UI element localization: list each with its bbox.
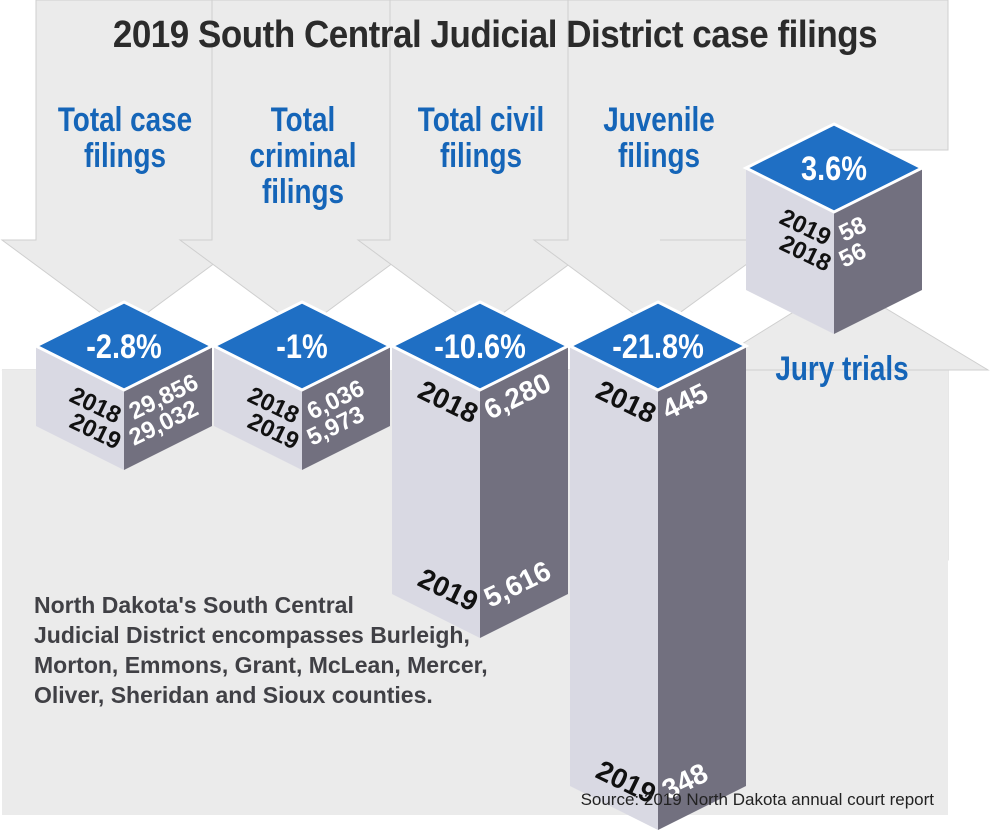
- category-label-juvenile: Juvenile filings: [603, 101, 715, 175]
- column-top-face: [742, 122, 926, 214]
- column-top-face: [566, 300, 750, 392]
- category-label-jury-trials: Jury trials: [775, 350, 909, 388]
- column-right-face: [302, 346, 390, 470]
- column-right-face: [834, 168, 922, 334]
- percent-change-label: 3.6%: [801, 149, 867, 188]
- column-left-face: [746, 168, 834, 334]
- percent-change-label: -2.8%: [86, 327, 161, 366]
- down-arrow-4: [532, 0, 949, 331]
- column-top-face: [210, 300, 394, 392]
- column-left-face: [392, 346, 480, 638]
- page-title: 2019 South Central Judicial District cas…: [112, 14, 878, 56]
- category-label-total-civil: Total civil filings: [417, 101, 545, 175]
- percent-change-label: -21.8%: [612, 327, 704, 366]
- column-right-face: [658, 346, 746, 830]
- column-left-face: [36, 346, 124, 470]
- district-note: North Dakota's South Central Judicial Di…: [34, 592, 488, 708]
- category-label-total-case: Total case filings: [57, 101, 193, 175]
- percent-change-label: -1%: [276, 327, 327, 366]
- column-right-face: [480, 346, 568, 638]
- column-left-face: [214, 346, 302, 470]
- category-label-total-criminal: Total criminal filings: [249, 101, 357, 211]
- column-top-face: [32, 300, 216, 392]
- column-right-face: [124, 346, 212, 470]
- source-credit: Source: 2019 North Dakota annual court r…: [580, 790, 934, 809]
- column-left-face: [570, 346, 658, 830]
- column-top-face: [388, 300, 572, 392]
- percent-change-label: -10.6%: [434, 327, 526, 366]
